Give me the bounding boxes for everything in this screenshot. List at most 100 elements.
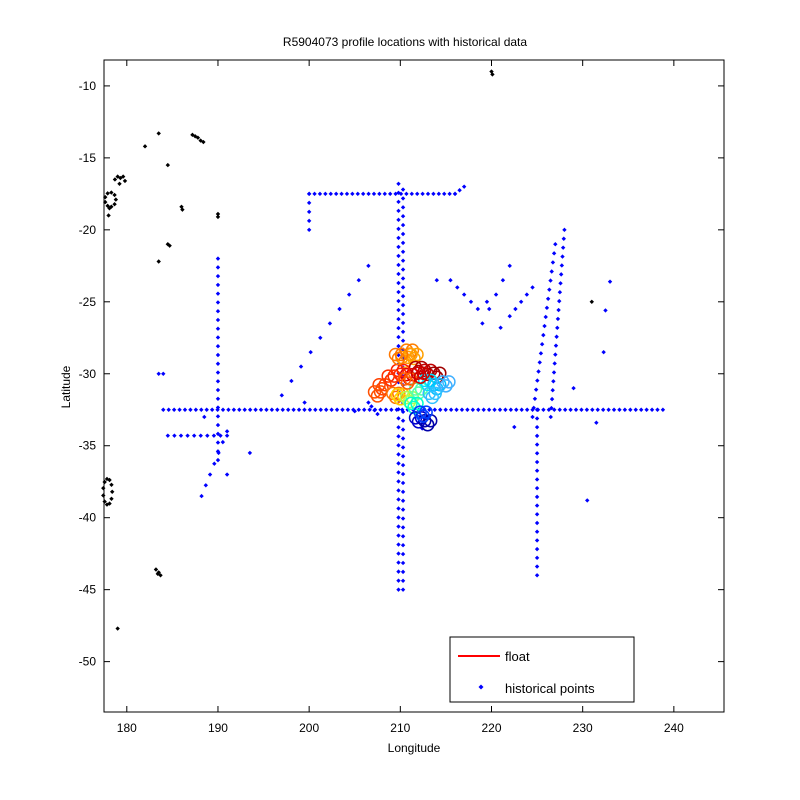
other-point (215, 214, 221, 220)
float-profile-marker (416, 409, 430, 423)
historical-point (378, 407, 383, 412)
historical-point (280, 407, 285, 412)
historical-point (611, 407, 617, 412)
other-point (215, 211, 221, 217)
historical-point (396, 470, 401, 475)
historical-point (328, 191, 333, 197)
historical-point (557, 298, 562, 304)
other-point (120, 174, 126, 179)
float-profile-marker (390, 388, 405, 402)
historical-point (562, 407, 568, 412)
historical-point (558, 281, 563, 286)
historical-point (549, 396, 555, 402)
historical-point (459, 407, 465, 412)
historical-point (644, 407, 649, 412)
historical-point (312, 191, 317, 197)
other-point (103, 194, 108, 200)
historical-point (573, 407, 579, 412)
historical-point (556, 307, 561, 313)
historical-point (396, 425, 401, 430)
historical-point (204, 407, 209, 412)
historical-point (548, 278, 553, 283)
historical-point (396, 479, 401, 484)
historical-point (553, 343, 559, 348)
historical-point (396, 289, 401, 295)
historical-point (558, 272, 564, 277)
legend-historical-label: historical points (505, 681, 595, 696)
other-point (109, 190, 114, 195)
historical-point (215, 457, 221, 463)
historical-point (400, 578, 406, 583)
historical-point (438, 407, 443, 412)
historical-point (396, 334, 401, 340)
other-point (106, 213, 111, 218)
historical-point (534, 468, 540, 473)
historical-point (313, 407, 318, 412)
float-profile-marker (401, 350, 415, 365)
other-point (142, 144, 148, 149)
historical-point (400, 534, 406, 539)
historical-point (337, 306, 342, 312)
historical-point (534, 494, 540, 500)
historical-point (470, 407, 476, 412)
float-profile-marker (410, 396, 424, 411)
historical-points-layer (156, 181, 666, 592)
historical-point (296, 407, 302, 412)
other-point (165, 162, 171, 168)
historical-point (400, 462, 406, 468)
historical-point (553, 242, 558, 247)
float-profile-marker (416, 366, 431, 380)
historical-point (340, 407, 345, 412)
historical-point (400, 480, 406, 486)
historical-point (177, 407, 182, 412)
float-profiles-layer (367, 343, 456, 432)
historical-point (375, 411, 380, 417)
historical-point (531, 405, 536, 411)
historical-point (448, 278, 453, 283)
historical-point (216, 450, 221, 456)
historical-point (396, 217, 401, 223)
historical-point (396, 244, 401, 250)
historical-point (306, 218, 312, 224)
other-point (112, 192, 117, 198)
legend: float historical points (449, 636, 635, 703)
historical-point (247, 407, 253, 412)
y-tick-label: -50 (79, 655, 97, 669)
historical-point (524, 292, 530, 297)
historical-point (215, 335, 221, 340)
historical-point (215, 291, 221, 296)
historical-point (468, 299, 474, 305)
historical-point (215, 326, 221, 331)
other-point (156, 131, 161, 136)
historical-point (171, 407, 177, 412)
historical-point (415, 191, 420, 197)
historical-point (258, 407, 264, 412)
historical-point (465, 407, 470, 412)
historical-point (367, 407, 372, 412)
historical-point (400, 454, 406, 459)
historical-point (579, 407, 584, 412)
historical-point (487, 306, 492, 312)
historical-point (560, 245, 566, 250)
historical-point (434, 278, 439, 283)
historical-point (302, 407, 307, 412)
x-tick-label: 200 (299, 721, 319, 735)
historical-point (215, 396, 221, 401)
historical-point (327, 321, 333, 326)
historical-point (383, 407, 389, 412)
float-profile-marker (410, 347, 424, 362)
historical-point (396, 578, 401, 583)
historical-point (306, 200, 312, 206)
historical-point (507, 263, 512, 269)
historical-point (224, 429, 230, 434)
historical-point (396, 262, 401, 268)
historical-point (557, 290, 563, 295)
historical-point (396, 208, 401, 214)
historical-point (172, 433, 177, 438)
historical-point (215, 273, 221, 279)
historical-point (400, 302, 406, 308)
historical-point (400, 267, 406, 272)
historical-point (448, 407, 454, 412)
float-profile-marker (442, 375, 456, 389)
historical-point (513, 306, 518, 312)
